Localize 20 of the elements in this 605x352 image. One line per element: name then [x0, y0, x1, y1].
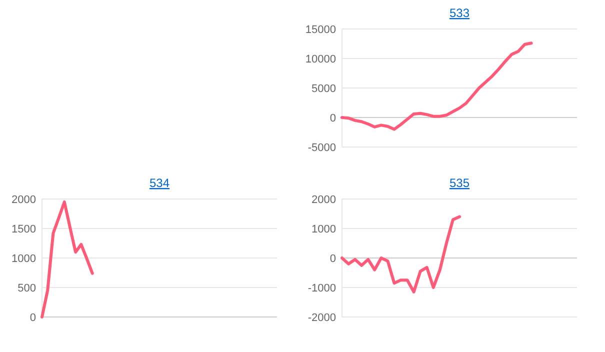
y-tick-label: -5000 — [308, 142, 336, 154]
y-tick-label: 2000 — [12, 194, 36, 206]
chart-title: 534 — [149, 176, 170, 190]
line-series — [340, 42, 533, 131]
y-tick-label: 1000 — [12, 252, 36, 265]
y-tick-label: -2000 — [308, 312, 336, 324]
y-tick-label: 2000 — [312, 194, 336, 206]
y-tick-label: -1000 — [308, 282, 336, 294]
y-tick-label: 0 — [330, 252, 336, 265]
y-tick-label: 10000 — [305, 53, 336, 66]
line-series — [340, 215, 461, 294]
chart-title: 535 — [449, 176, 470, 190]
y-tick-label: 500 — [18, 282, 36, 294]
y-tick-label: 15000 — [305, 24, 336, 36]
y-tick-label: 1500 — [12, 223, 36, 236]
chart-title: 533 — [449, 6, 470, 20]
y-tick-label: 5000 — [312, 82, 336, 95]
y-tick-label: 0 — [330, 112, 336, 124]
y-tick-label: 1000 — [312, 223, 336, 236]
y-tick-label: 0 — [30, 312, 36, 324]
